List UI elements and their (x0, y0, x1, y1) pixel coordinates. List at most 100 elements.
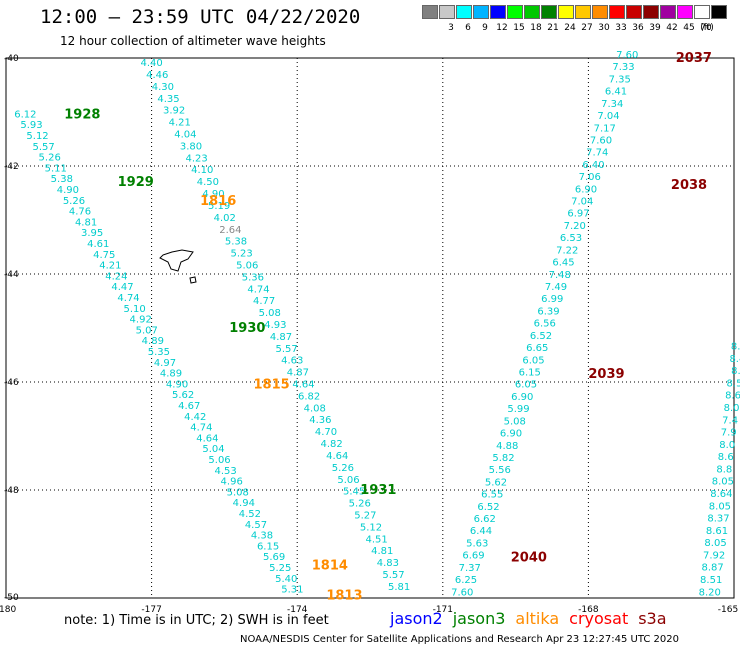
wave-height-value: 4.81 (75, 217, 97, 228)
longitude-label: -168 (578, 605, 599, 615)
wave-height-value: 5.40 (275, 574, 297, 585)
wave-height-value: 4.23 (185, 153, 207, 164)
wave-height-value: 3.92 (163, 106, 185, 117)
legend-swatch (575, 5, 591, 19)
wave-height-value: 5.38 (51, 174, 73, 185)
legend-level-label: 9 (482, 23, 488, 33)
wave-height-value: 7.04 (571, 197, 593, 208)
legend-swatch (541, 5, 557, 19)
wave-height-value: 4.87 (270, 332, 292, 343)
wave-height-value: 6.99 (541, 294, 563, 305)
wave-height-value: 5.12 (360, 522, 382, 533)
legend-level-label: 3 (448, 23, 454, 33)
legend-swatch (677, 5, 693, 19)
pass-time-label: 1813 (326, 588, 362, 603)
wave-height-value: 4.35 (157, 94, 179, 105)
wave-height-value: 8.0 (724, 403, 740, 414)
wave-height-value: 5.35 (148, 347, 170, 358)
wave-height-value: 4.77 (253, 296, 275, 307)
wave-height-value: 4.42 (184, 412, 206, 423)
wave-height-value: 8.05 (709, 501, 731, 512)
satellite-name: jason3 (452, 609, 506, 628)
wave-height-value: 6.56 (534, 319, 556, 330)
wave-height-value: 7.48 (549, 270, 571, 281)
pass-time-label: 2038 (671, 178, 707, 193)
wave-height-value: 4.90 (57, 185, 79, 196)
wave-height-value: 4.67 (178, 401, 200, 412)
wave-height-value: 5.25 (269, 563, 291, 574)
longitude-label: -171 (433, 605, 453, 615)
wave-height-value: 4.70 (315, 427, 337, 438)
wave-height-value: 4.51 (365, 534, 387, 545)
wave-height-value: 6.39 (537, 306, 559, 317)
legend-level-label: 18 (530, 23, 542, 33)
wave-height-value: 6.44 (470, 526, 492, 537)
page-subtitle: 12 hour collection of altimeter wave hei… (60, 34, 326, 48)
wave-height-value: 7.34 (601, 99, 623, 110)
wave-height-value: 5.63 (466, 538, 488, 549)
wave-height-value: 4.36 (309, 415, 331, 426)
legend-level-label: 15 (513, 23, 525, 33)
legend-level-label: 70 (700, 23, 712, 33)
wave-height-value: 4.38 (251, 531, 273, 542)
legend-swatch (609, 5, 625, 19)
wave-height-value: 5.38 (225, 237, 247, 248)
wave-height-value: 4.96 (221, 477, 243, 488)
legend-level-label: 27 (581, 23, 593, 33)
pass-time-label: 2037 (676, 51, 712, 66)
wave-height-value: 4.47 (111, 282, 133, 293)
wave-height-value: 4.02 (214, 213, 236, 224)
wave-height-value: 5.27 (354, 510, 376, 521)
longitude-label: -174 (287, 605, 308, 615)
wave-height-value: 5.23 (230, 249, 252, 260)
wave-height-value: 4.10 (191, 165, 213, 176)
wave-height-value: 5.19 (208, 201, 230, 212)
wave-height-value: 5.82 (492, 453, 514, 464)
wave-height-value: 6.52 (530, 331, 552, 342)
wave-height-value: 7.60 (451, 587, 473, 598)
wave-height-value: 3.95 (81, 228, 103, 239)
legend-swatch (439, 5, 455, 19)
wave-height-value: 8.4 (729, 354, 740, 365)
wave-height-value: 4.83 (377, 558, 399, 569)
wave-height-value: 4.89 (142, 336, 164, 347)
pass-time-label: 1928 (64, 108, 100, 123)
wave-height-value: 4.76 (69, 207, 91, 218)
legend-swatch (456, 5, 472, 19)
wave-height-value: 4.94 (233, 498, 255, 509)
satellite-name: jason2 (390, 609, 443, 628)
wave-height-value: 6.15 (257, 541, 279, 552)
wave-height-value: 5.36 (242, 272, 264, 283)
wave-height-value: 6.90 (511, 392, 533, 403)
latitude-label: -48 (4, 486, 19, 496)
wave-height-value: 5.07 (136, 325, 158, 336)
wave-height-value: 8.0 (719, 440, 735, 451)
wave-height-value: 8.4 (731, 342, 740, 353)
legend-swatch (558, 5, 574, 19)
wave-height-value: 6.41 (605, 87, 627, 98)
legend-level-label: 42 (666, 23, 678, 33)
wave-height-value: 8.6 (718, 452, 734, 463)
wave-height-value: 4.97 (154, 358, 176, 369)
wave-height-value: 4.90 (166, 379, 188, 390)
wave-height-value: 4.64 (196, 433, 218, 444)
wave-height-value: 5.04 (202, 444, 224, 455)
wave-height-value: 4.46 (146, 70, 168, 81)
legend-level-label: 45 (683, 23, 695, 33)
satellite-name: altika (515, 609, 560, 628)
wave-height-value: 4.63 (281, 356, 303, 367)
legend-swatch (643, 5, 659, 19)
wave-height-value: 3.80 (180, 141, 202, 152)
wave-height-value: 6.40 (582, 160, 604, 171)
longitude-label: -180 (0, 605, 16, 615)
latitude-label: -42 (4, 162, 19, 172)
wave-height-value: 4.75 (93, 250, 115, 261)
wave-height-value: 7.92 (703, 550, 725, 561)
wave-height-value: 4.57 (245, 520, 267, 531)
wave-height-value: 6.15 (519, 367, 541, 378)
latitude-label: -44 (4, 270, 19, 280)
legend-level-label: 12 (496, 23, 508, 33)
pass-time-label: 1814 (312, 559, 348, 574)
wave-height-value: 5.26 (332, 463, 354, 474)
